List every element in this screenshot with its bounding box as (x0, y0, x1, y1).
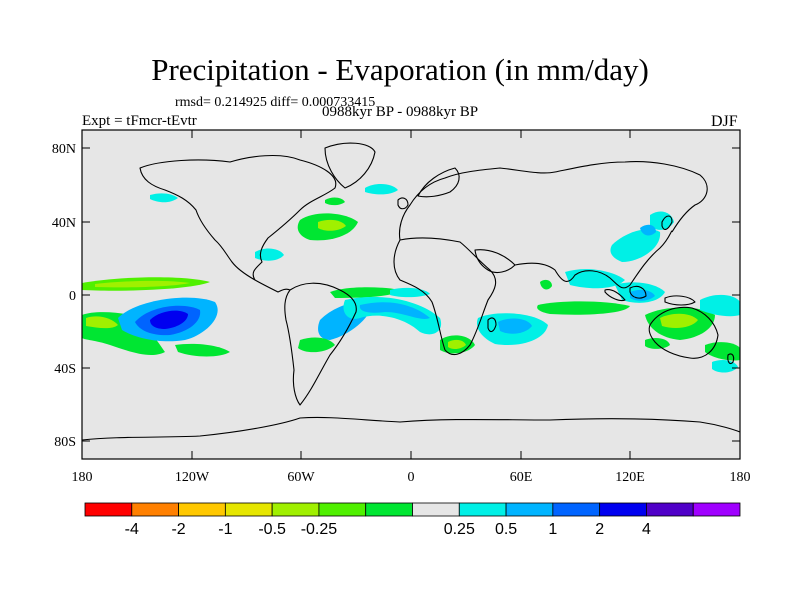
lat-label-80s: 80S (54, 435, 76, 450)
coast-antarctica (82, 416, 740, 441)
anomaly-southeast-pacific (175, 343, 230, 357)
anomaly-sw-pacific-dry (86, 316, 118, 329)
coast-arabia (474, 249, 516, 274)
coast-central-america (254, 279, 291, 293)
colorbar-swatch (84, 502, 133, 517)
period-label: 0988kyr BP - 0988kyr BP (322, 104, 479, 120)
anomaly-south-asia (565, 269, 625, 289)
coast-borneo (629, 285, 647, 299)
chart-title: Precipitation - Evaporation (in mm/day) (151, 52, 649, 87)
colorbar-swatch (131, 502, 179, 517)
colorbar-swatch (224, 502, 273, 517)
lat-label-80n: 80N (52, 142, 76, 157)
colorbar-swatch (552, 502, 601, 517)
colorbar-swatch (646, 502, 694, 517)
colorbar-label: -1 (218, 521, 232, 538)
coast-greenland (324, 142, 376, 189)
colorbar-label: -4 (125, 521, 139, 538)
colorbar-swatch (599, 502, 647, 517)
lon-label-120w: 120W (175, 470, 210, 485)
colorbar-label: 1 (548, 521, 557, 538)
colorbar-label: -2 (171, 521, 185, 538)
season-label: DJF (711, 113, 738, 130)
anomaly-central-indian (537, 301, 630, 315)
coast-japan (661, 215, 673, 231)
lon-axis: 180 120W 60W 0 60E 120E 180 (72, 130, 751, 485)
coast-sumatra (604, 289, 626, 302)
lat-label-0: 0 (69, 289, 76, 304)
anomaly-nw-atlantic (255, 248, 284, 261)
lat-axis: 80N 40N 0 40S 80S (52, 142, 740, 450)
coast-madagascar (487, 317, 497, 333)
anomaly-arabian-sea (540, 279, 552, 290)
coast-british-isles (397, 197, 409, 210)
anomaly-mid-atlantic-green (325, 197, 345, 206)
coast-new-guinea (664, 295, 696, 306)
colorbar-label: 0.25 (444, 521, 475, 538)
anomaly-iceland (365, 184, 398, 195)
lon-label-120e: 120E (615, 470, 645, 485)
lat-label-40n: 40N (52, 216, 76, 231)
colorbar-label: 2 (595, 521, 604, 538)
coast-scandinavia (417, 167, 460, 198)
anomaly-east-china (610, 229, 661, 262)
stats-label: rmsd= 0.214925 diff= 0.000733415 (175, 95, 376, 110)
coast-north-america (139, 155, 337, 281)
colorbar-swatch (178, 502, 226, 517)
colorbar-swatch (365, 502, 413, 517)
coast-asia (514, 230, 673, 289)
coast-south-america (284, 282, 357, 406)
colorbar-label: 4 (642, 521, 651, 538)
anomaly-australia-core (660, 313, 698, 328)
colorbar-swatch (458, 502, 507, 517)
anomaly-north-atlantic-core (318, 219, 346, 231)
anomaly-southern-africa-core (448, 339, 466, 350)
anomaly-itcz-core (95, 280, 190, 288)
coast-africa (393, 237, 497, 356)
colorbar-label: -0.25 (301, 521, 338, 538)
coastlines (82, 142, 740, 441)
anomaly-nw-pacific (640, 224, 656, 236)
experiment-label: Expt = tFmcr-tEvtr (82, 113, 197, 129)
anomaly-spcz (700, 294, 740, 317)
anomaly-layer (82, 184, 740, 373)
anomaly-brazil-dry (298, 337, 335, 353)
colorbar-swatch (271, 502, 320, 517)
anomaly-north-pacific (150, 193, 178, 203)
lon-label-180w: 180 (72, 470, 93, 485)
coast-australia (648, 306, 719, 359)
lon-label-60e: 60E (510, 470, 533, 485)
anomaly-west-indian-core (498, 318, 532, 334)
anomaly-se-indian (645, 337, 670, 349)
colorbar-swatch (505, 502, 554, 517)
colorbar: -4 -2 -1 -0.5 -0.25 0.25 0.5 1 2 4 (84, 502, 741, 538)
colorbar-swatch (692, 502, 741, 517)
anomaly-tropical-atlantic (330, 287, 400, 298)
colorbar-swatch (318, 502, 367, 517)
colorbar-label: -0.5 (258, 521, 286, 538)
lon-label-180e: 180 (730, 470, 751, 485)
coast-new-zealand (727, 353, 735, 365)
anomaly-south-atlantic-core (359, 302, 430, 319)
colorbar-swatch (412, 502, 460, 517)
anomaly-south-pacific-max (150, 310, 188, 329)
lon-label-60w: 60W (287, 470, 315, 485)
lat-label-40s: 40S (54, 362, 76, 377)
colorbar-label: 0.5 (495, 521, 517, 538)
lon-label-0: 0 (408, 470, 415, 485)
